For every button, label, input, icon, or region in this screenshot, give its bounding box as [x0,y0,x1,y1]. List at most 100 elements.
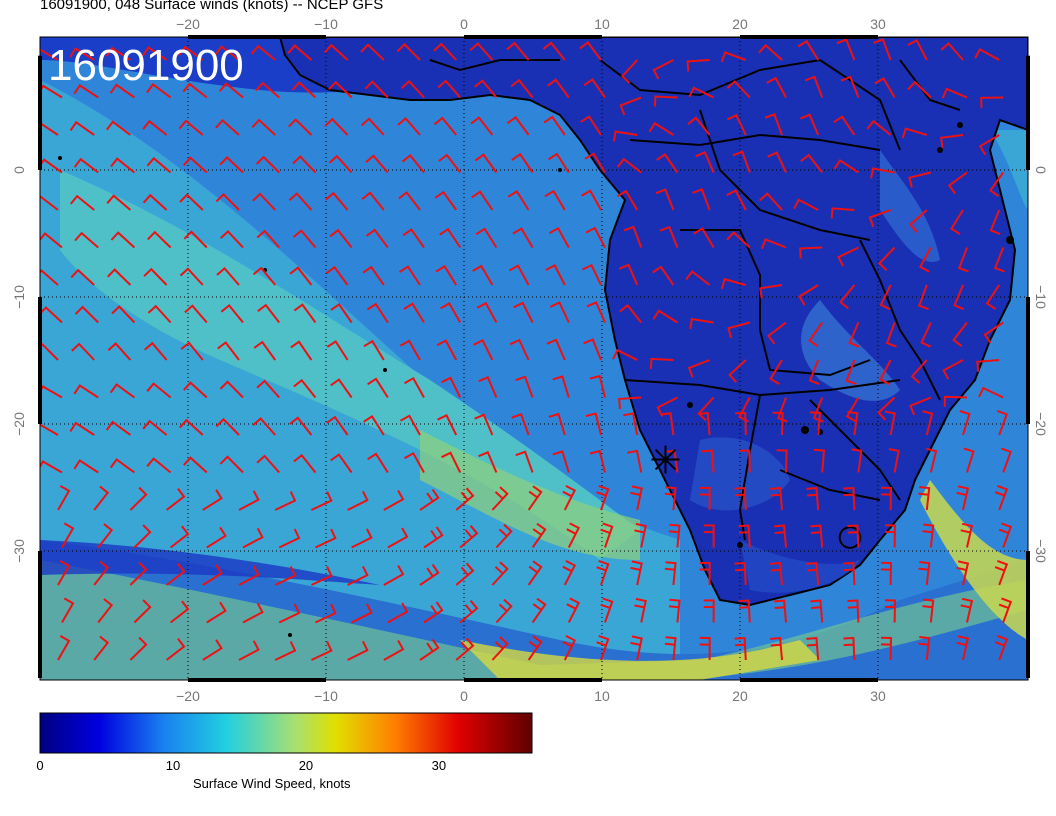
wind-barb [813,448,826,473]
wind-barb [866,119,892,136]
wind-barb [255,155,280,174]
wind-barb [367,452,389,474]
wind-barb [111,305,136,324]
wind-barb [351,528,373,549]
wind-barb [495,598,513,624]
wind-barb [365,154,389,174]
lat-tick-label: −30 [11,539,27,563]
wind-barb [437,413,458,436]
colorbar-tick-label: 30 [431,758,447,773]
wind-barb [129,486,148,511]
wind-barb [360,117,385,136]
wind-barb [545,264,566,286]
wind-barb [531,522,547,549]
wind-barb [71,342,95,361]
frame-segment [188,678,326,682]
wind-barb [833,159,859,174]
wind-barb [548,412,566,436]
wind-barb [399,339,421,361]
wind-barb [627,449,643,473]
wind-barb [880,636,893,661]
wind-barb [585,412,602,436]
wind-barb [810,524,824,548]
wind-barb [423,526,444,549]
wind-barb [109,458,135,474]
wind-barb [455,562,475,586]
wind-barb [255,81,280,99]
wind-barb [109,83,135,99]
wind-barb [310,641,333,661]
wind-barb [366,302,389,324]
wind-barb [774,524,787,548]
wind-barb [630,485,643,511]
wind-barb [310,566,333,586]
wind-barb [144,341,168,361]
wind-barb [922,410,934,436]
colorbar-tick-label: 0 [36,758,44,773]
wind-barb [330,378,353,399]
wind-barb [439,227,462,249]
wind-barb [401,153,425,174]
wind-barb [585,226,606,248]
wind-barb [215,192,240,211]
wind-barb [980,96,1004,108]
wind-barb [960,522,974,548]
wind-barb [142,119,168,136]
wind-barb [251,118,276,136]
wind-barb [989,209,1001,236]
wind-barb [288,192,313,211]
wind-barb [917,284,929,311]
wind-barb [720,277,747,290]
wind-barb [202,564,223,586]
wind-barb [383,490,405,511]
wind-barb [293,378,317,399]
wind-barb [664,636,677,661]
frame-segment [188,35,326,39]
wind-barb [726,80,751,99]
wind-barb [398,265,421,286]
wind-barb [515,450,534,473]
wind-barb [434,190,458,211]
wind-barb [941,87,968,99]
wind-barb [146,457,172,474]
wind-barb [40,423,59,436]
wind-barb [873,38,892,61]
wind-barb [423,601,444,624]
wind-barb [184,304,208,324]
date-stamp: 16091900 [48,41,244,90]
wind-barb [806,637,820,661]
figure-title: 16091900, 048 Surface winds (knots) -- N… [40,0,384,13]
wind-barb [289,266,313,286]
wind-barb [469,42,494,61]
lon-ticks-bottom: −20 −10 0 10 20 30 [176,688,886,704]
wind-barb [649,357,674,369]
wind-barb [843,561,856,586]
wind-barb [552,375,570,398]
wind-barb [799,246,823,259]
wind-barb [455,637,475,661]
wind-barb [347,490,369,511]
wind-barb [612,348,638,361]
wind-barb [202,639,223,661]
wind-barb [179,267,204,286]
wind-barb [165,487,186,511]
wind-barb [582,263,602,286]
wind-barb [769,359,783,385]
wind-barb [293,303,317,324]
wind-barb [839,284,856,310]
wind-barb [93,485,110,511]
wind-barb [942,359,964,380]
wind-barb [256,379,280,399]
wind-barb [74,231,99,249]
wind-barb [61,597,75,623]
wind-barb [652,59,674,80]
wind-barb [840,75,860,98]
wind-barb [513,301,534,323]
wind-barb [884,524,897,548]
lon-tick-label: 20 [732,16,748,32]
wind-barb [770,637,783,661]
wind-barb [728,359,747,383]
wind-barb [57,560,71,586]
wind-barb [106,194,132,211]
